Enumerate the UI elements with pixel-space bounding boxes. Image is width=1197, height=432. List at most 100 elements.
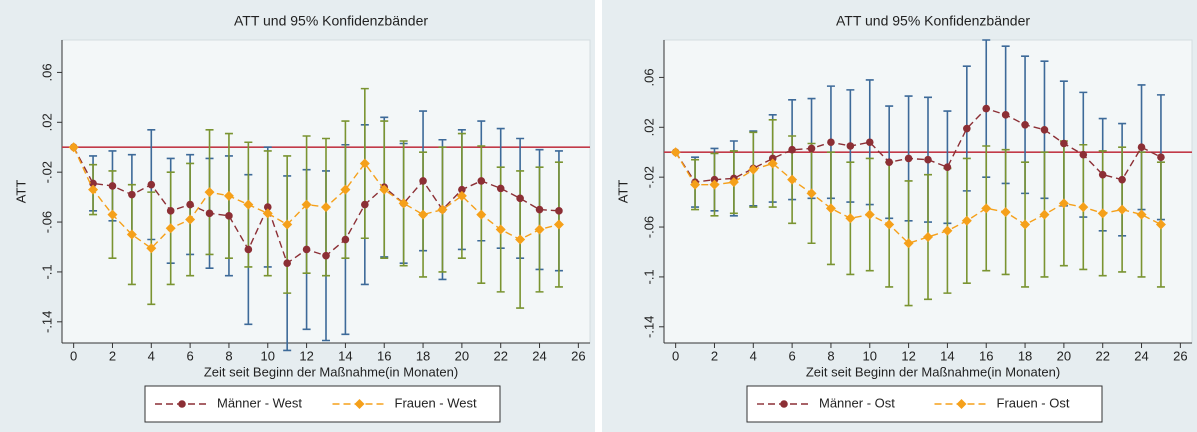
- marker: [456, 190, 467, 201]
- marker: [301, 199, 312, 210]
- legend-marker: [780, 400, 788, 408]
- x-tick-label: 24: [532, 348, 546, 363]
- marker: [108, 182, 117, 190]
- marker: [806, 188, 817, 199]
- marker: [534, 224, 545, 235]
- marker: [185, 214, 196, 225]
- marker: [89, 179, 97, 188]
- marker: [670, 147, 681, 158]
- marker: [1000, 207, 1011, 218]
- x-tick-label: 8: [827, 348, 834, 363]
- marker: [68, 142, 79, 153]
- marker: [244, 245, 253, 254]
- y-tick-label: .06: [641, 68, 656, 86]
- y-tick-label: .06: [39, 63, 54, 81]
- marker: [1040, 125, 1049, 134]
- x-tick-label: 6: [187, 348, 194, 363]
- x-tick-label: 14: [940, 348, 954, 363]
- legend-label: Frauen - Ost: [997, 395, 1070, 410]
- marker: [885, 158, 893, 166]
- marker: [515, 234, 526, 245]
- marker: [322, 251, 330, 260]
- marker: [1058, 198, 1069, 209]
- marker: [146, 243, 157, 254]
- marker: [1136, 209, 1147, 220]
- y-tick-label: .02: [39, 113, 54, 131]
- marker: [262, 208, 273, 219]
- marker: [204, 187, 215, 198]
- y-tick-label: -.06: [39, 211, 54, 233]
- marker: [748, 164, 759, 175]
- marker: [1118, 175, 1126, 184]
- x-tick-label: 8: [225, 348, 232, 363]
- marker: [1001, 111, 1010, 119]
- x-tick-label: 24: [1134, 348, 1148, 363]
- marker: [553, 219, 564, 230]
- x-tick-label: 20: [1057, 348, 1071, 363]
- marker: [126, 229, 137, 240]
- marker: [165, 223, 176, 234]
- marker: [825, 203, 836, 214]
- marker: [340, 184, 351, 195]
- marker: [903, 238, 914, 249]
- legend-marker: [178, 400, 186, 408]
- marker: [982, 104, 991, 113]
- x-tick-label: 0: [70, 348, 77, 363]
- marker: [166, 207, 175, 215]
- marker: [1117, 204, 1128, 215]
- marker: [884, 219, 895, 230]
- marker: [1078, 202, 1089, 213]
- y-tick-label: -.06: [641, 216, 656, 238]
- x-tick-label: 22: [493, 348, 507, 363]
- marker: [690, 179, 701, 190]
- x-tick-label: 18: [1018, 348, 1032, 363]
- marker: [788, 145, 796, 154]
- x-tick-label: 22: [1095, 348, 1109, 363]
- chart-title: ATT und 95% Konfidenzbänder: [836, 13, 1030, 29]
- x-tick-label: 0: [672, 348, 679, 363]
- marker: [495, 224, 506, 235]
- marker: [981, 203, 992, 214]
- marker: [767, 158, 778, 169]
- x-axis-title: Zeit seit Beginn der Maßnahme(in Monaten…: [204, 364, 458, 379]
- y-tick-label: -.02: [39, 161, 54, 183]
- x-tick-label: 16: [377, 348, 391, 363]
- marker: [283, 259, 291, 267]
- marker: [1020, 219, 1031, 230]
- x-tick-label: 12: [901, 348, 915, 363]
- marker: [961, 215, 972, 226]
- x-tick-label: 10: [261, 348, 275, 363]
- marker: [535, 205, 544, 214]
- marker: [516, 194, 524, 203]
- marker: [437, 204, 448, 215]
- x-tick-label: 26: [1173, 348, 1187, 363]
- marker: [728, 177, 739, 188]
- marker: [1021, 120, 1029, 129]
- marker: [477, 177, 486, 185]
- marker: [555, 207, 563, 215]
- marker: [243, 199, 254, 210]
- marker: [864, 209, 875, 220]
- marker: [476, 209, 487, 220]
- legend-marker: [956, 399, 967, 409]
- x-axis-title: Zeit seit Beginn der Maßnahme(in Monaten…: [806, 364, 1060, 379]
- marker: [904, 154, 913, 163]
- marker: [496, 184, 505, 193]
- marker: [458, 185, 466, 194]
- chart-panel: ATT und 95% Konfidenzbänder -.14 -.1 -.06 -.…: [602, 0, 1197, 432]
- x-tick-label: 10: [863, 348, 877, 363]
- marker: [186, 200, 194, 209]
- legend-label: Männer - Ost: [819, 395, 895, 410]
- series-line: [73, 146, 560, 250]
- marker: [1097, 208, 1108, 219]
- marker: [846, 142, 855, 150]
- marker: [359, 158, 370, 169]
- y-axis-title: ATT: [615, 180, 630, 204]
- x-tick-label: 20: [455, 348, 469, 363]
- marker: [341, 235, 350, 244]
- y-tick-label: -.1: [641, 269, 656, 284]
- x-tick-label: 16: [979, 348, 993, 363]
- x-tick-label: 4: [750, 348, 757, 363]
- y-axis-title: ATT: [13, 180, 28, 204]
